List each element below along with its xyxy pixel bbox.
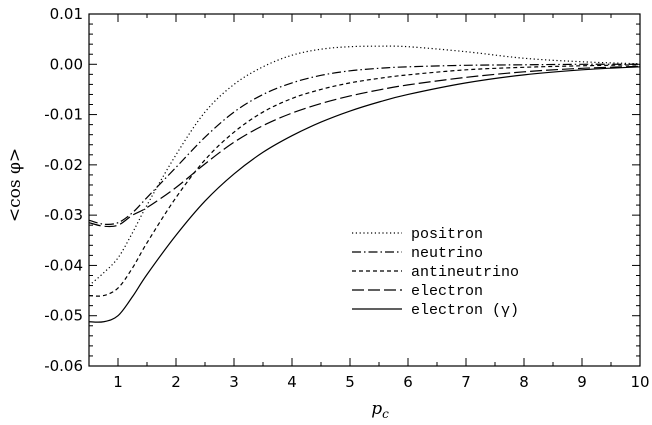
ticks-layer: 1 2 3 4 5 6 7 8 9 10 0.01 0.00 -0.01 -0.02 -0.03 -0.04 -… <box>44 5 649 391</box>
series-line-electron <box>88 65 641 228</box>
y-tick-label: -0.04 <box>44 256 83 274</box>
legend-label: antineutrino <box>411 264 519 281</box>
legend-label: electron (γ) <box>411 302 519 319</box>
x-tick-label: 8 <box>519 373 529 391</box>
x-tick-label: 5 <box>345 373 355 391</box>
series-line-neutrino <box>88 63 641 226</box>
series-line-antineutrino <box>88 64 641 297</box>
series-line-positron <box>88 45 641 286</box>
x-tick-label: 4 <box>287 373 297 391</box>
legend-label: positron <box>411 226 483 243</box>
y-tick-label: -0.05 <box>44 307 83 325</box>
series-layer <box>88 45 641 323</box>
x-tick-label: 1 <box>113 373 123 391</box>
y-tick-label: 0.00 <box>50 55 83 73</box>
y-tick-label: -0.03 <box>44 206 83 224</box>
x-tick-label: 3 <box>229 373 239 391</box>
x-axis-label: pc <box>371 399 389 421</box>
y-tick-label: -0.06 <box>44 357 83 375</box>
legend-label: electron <box>411 283 483 300</box>
y-axis-label: <cos φ> <box>5 148 25 222</box>
legend: positron neutrino antineutrino electron elec… <box>352 226 519 319</box>
y-tick-label: 0.01 <box>50 5 83 23</box>
y-tick-label: -0.01 <box>44 106 83 124</box>
x-tick-label: 6 <box>403 373 413 391</box>
x-tick-label: 10 <box>630 373 649 391</box>
x-tick-label: 9 <box>577 373 587 391</box>
y-tick-label: -0.02 <box>44 156 83 174</box>
plot-frame <box>88 13 641 367</box>
x-tick-label: 7 <box>461 373 471 391</box>
series-line-electron <box>88 66 641 323</box>
legend-label: neutrino <box>411 245 483 262</box>
x-tick-label: 2 <box>171 373 181 391</box>
